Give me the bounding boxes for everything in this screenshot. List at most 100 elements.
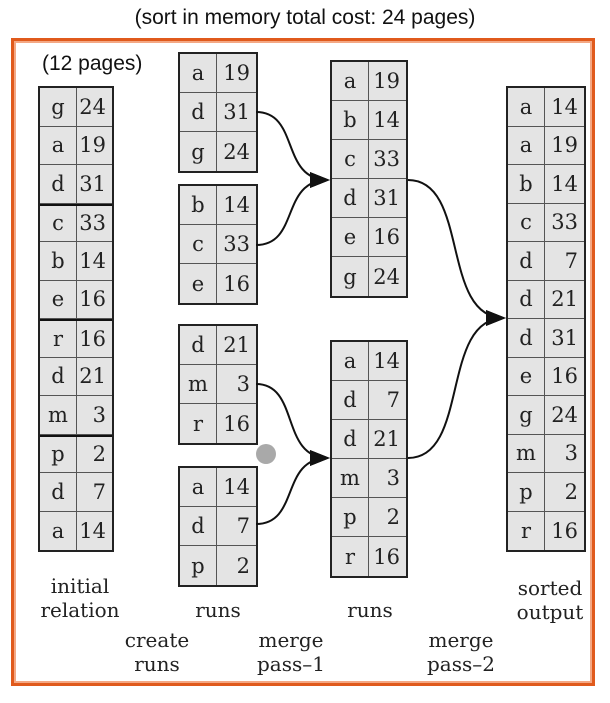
- record-key: a: [332, 342, 369, 380]
- record-value: 7: [564, 248, 578, 273]
- record-key: r: [180, 404, 217, 443]
- pages-note: (12 pages): [42, 52, 143, 75]
- record-key: e: [332, 218, 369, 256]
- record-value: 14: [373, 349, 400, 373]
- record-value: 21: [373, 427, 400, 451]
- record-row: e 16: [508, 357, 584, 396]
- record-key: r: [40, 321, 77, 357]
- record-value: 24: [223, 139, 250, 164]
- record-key: a: [180, 54, 217, 92]
- diagram-caption: (sort in memory total cost: 24 pages): [134, 6, 476, 29]
- record-key: c: [180, 225, 217, 263]
- record-key: a: [40, 126, 77, 164]
- record-row: a 19: [508, 126, 584, 165]
- merged-run-table-1: a 19 b 14 c 33 d 31 e 16 g 24: [330, 60, 408, 298]
- record-key: g: [40, 88, 77, 126]
- record-value: 2: [236, 553, 250, 578]
- record-value: 14: [79, 248, 106, 273]
- arrow-run2-to-merge1: [255, 172, 330, 246]
- record-row: a 14: [508, 88, 584, 127]
- pointer-dot: [256, 444, 276, 464]
- record-value: 2: [92, 442, 106, 467]
- record-key: c: [508, 203, 545, 241]
- record-key: b: [40, 242, 77, 280]
- record-value: 19: [551, 133, 578, 158]
- record-value: 16: [551, 518, 578, 543]
- record-value: 33: [373, 147, 400, 171]
- record-value: 14: [551, 94, 578, 119]
- record-value: 21: [79, 364, 106, 389]
- record-key: d: [332, 381, 369, 419]
- record-key: b: [332, 101, 369, 139]
- record-value: 33: [79, 211, 106, 236]
- record-row: r 16: [180, 404, 256, 443]
- record-value: 16: [79, 326, 106, 351]
- record-value: 7: [236, 514, 250, 538]
- record-key: g: [332, 257, 369, 296]
- record-row: b 14: [40, 242, 112, 281]
- record-row: c 33: [180, 225, 256, 264]
- record-value: 16: [551, 364, 578, 389]
- record-key: m: [332, 459, 369, 497]
- record-value: 31: [373, 186, 400, 210]
- record-value: 14: [373, 108, 400, 132]
- record-row: c 33: [40, 203, 112, 242]
- record-value: 16: [223, 411, 250, 436]
- record-row: d 21: [180, 326, 256, 365]
- record-value: 7: [92, 479, 106, 504]
- sorted-output-table: a 14 a 19 b 14 c 33 d 7 d 21 d 31 e 16 g 24 m 3 p 2 r 16: [506, 86, 586, 552]
- record-key: b: [508, 165, 545, 203]
- record-value: 16: [373, 544, 400, 569]
- record-row: a 19: [40, 126, 112, 165]
- record-key: a: [180, 468, 217, 506]
- record-key: d: [508, 280, 545, 318]
- label-merge-pass-1: merge pass–1: [257, 628, 325, 676]
- record-key: e: [40, 280, 77, 318]
- record-value: 21: [551, 287, 578, 312]
- record-value: 19: [373, 69, 400, 93]
- record-key: p: [40, 436, 77, 472]
- record-key: a: [508, 88, 545, 126]
- record-row: b 14: [508, 165, 584, 204]
- record-key: a: [40, 511, 77, 550]
- record-key: c: [40, 205, 77, 241]
- run-table-3: d 21 m 3 r 16: [178, 324, 258, 445]
- record-key: a: [332, 62, 369, 100]
- record-value: 3: [564, 441, 578, 466]
- record-row: a 14: [332, 342, 406, 381]
- record-row: d 21: [332, 420, 406, 459]
- record-key: d: [40, 165, 77, 203]
- record-key: m: [40, 396, 77, 434]
- arrow-merge1-to-output: [407, 179, 506, 326]
- record-value: 16: [223, 271, 250, 296]
- arrow-merge2-to-output: [407, 310, 506, 459]
- record-value: 3: [92, 402, 106, 427]
- record-row: d 31: [508, 319, 584, 358]
- record-row: e 16: [180, 264, 256, 303]
- record-row: a 14: [40, 511, 112, 550]
- record-key: e: [180, 264, 217, 303]
- label-runs-2: runs: [347, 598, 393, 622]
- initial-relation-table: g 24 a 19 d 31 c 33 b 14 e 16 r 16 d 21 m 3 p 2 d 7 a 14: [38, 86, 114, 552]
- run-table-1: a 19 d 31 g 24: [178, 52, 258, 173]
- record-value: 16: [373, 225, 400, 249]
- record-row: g 24: [40, 88, 112, 127]
- record-value: 24: [551, 402, 578, 427]
- record-key: d: [508, 242, 545, 280]
- record-row: r 16: [40, 319, 112, 358]
- record-key: d: [508, 319, 545, 357]
- record-row: a 19: [332, 62, 406, 101]
- record-key: d: [180, 507, 217, 545]
- record-value: 14: [551, 171, 578, 196]
- record-row: c 33: [508, 203, 584, 242]
- record-key: m: [508, 434, 545, 472]
